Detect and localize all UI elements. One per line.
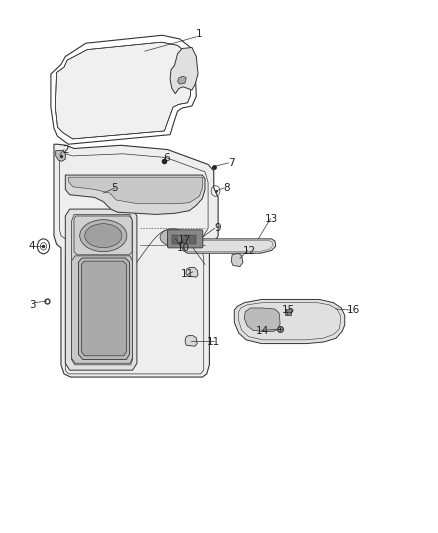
Text: 11: 11	[181, 270, 194, 279]
Polygon shape	[71, 214, 133, 365]
Text: 3: 3	[29, 300, 35, 310]
Bar	[189, 235, 196, 244]
Text: 2: 2	[62, 144, 69, 155]
Polygon shape	[244, 308, 280, 332]
Polygon shape	[56, 151, 65, 161]
Text: 12: 12	[243, 246, 256, 255]
Polygon shape	[65, 175, 205, 214]
Polygon shape	[55, 42, 191, 139]
FancyBboxPatch shape	[167, 230, 203, 248]
Polygon shape	[81, 261, 127, 356]
Polygon shape	[74, 216, 132, 255]
Text: 6: 6	[163, 152, 170, 163]
Text: 8: 8	[223, 183, 230, 193]
Text: 14: 14	[256, 326, 269, 336]
Ellipse shape	[160, 229, 186, 246]
Polygon shape	[78, 258, 130, 360]
Bar	[180, 235, 187, 244]
Text: 10: 10	[177, 243, 190, 253]
Text: 13: 13	[265, 214, 278, 224]
Text: 16: 16	[347, 305, 360, 315]
Text: 11: 11	[207, 337, 220, 347]
Text: 7: 7	[228, 158, 234, 168]
Text: 1: 1	[196, 29, 203, 39]
Text: 15: 15	[281, 305, 295, 315]
Polygon shape	[234, 300, 345, 344]
Polygon shape	[65, 209, 137, 370]
Bar	[286, 309, 290, 316]
Ellipse shape	[85, 224, 122, 248]
Text: 4: 4	[29, 241, 35, 251]
Polygon shape	[170, 47, 198, 94]
Polygon shape	[186, 268, 198, 277]
Text: 5: 5	[111, 183, 117, 193]
Polygon shape	[71, 256, 133, 364]
Polygon shape	[185, 336, 197, 346]
Polygon shape	[68, 177, 202, 204]
Polygon shape	[182, 239, 276, 253]
Text: 17: 17	[177, 235, 191, 245]
Text: 9: 9	[215, 223, 222, 233]
Polygon shape	[177, 76, 186, 84]
Bar	[172, 235, 178, 244]
Polygon shape	[231, 253, 243, 266]
Polygon shape	[54, 144, 218, 377]
Ellipse shape	[80, 220, 127, 252]
